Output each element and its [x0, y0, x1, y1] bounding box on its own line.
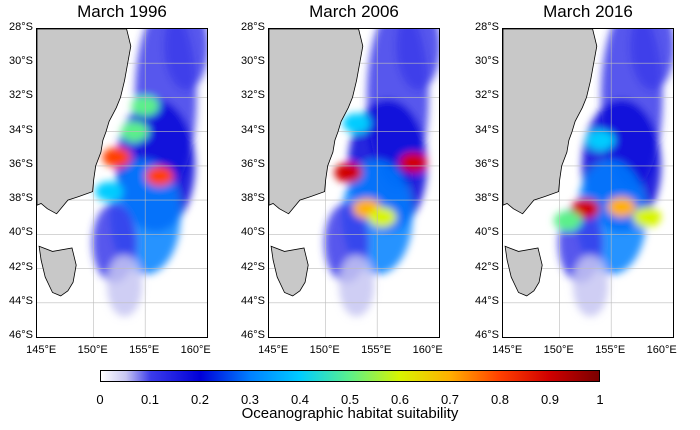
colorbar-tick-label: 0.4 [290, 392, 310, 407]
latitude-tick-label: 42°S [475, 260, 499, 273]
latitude-tick-label: 46°S [9, 329, 33, 341]
longitude-tick-label: 160°E [180, 344, 211, 356]
suitability-region [106, 254, 143, 317]
map-panel: March 2016 28°S 30°S 32°S 34°S 36°S 38°S 40°S 42… [466, 0, 698, 360]
suitability-hotspot [145, 166, 174, 187]
suitability-hotspot [342, 113, 371, 134]
latitude-tick-label: 40°S [9, 226, 33, 239]
latitude-tick-label: 40°S [475, 226, 499, 239]
latitude-tick-label: 34°S [475, 123, 499, 136]
latitude-tick-label: 40°S [241, 226, 265, 239]
colorbar-tick-label: 1 [596, 392, 604, 407]
panel-title: March 2016 [543, 2, 633, 21]
suitability-hotspot [633, 207, 662, 228]
colorbar-tick-label: 0.3 [240, 392, 260, 407]
latitude-tick-label: 32°S [9, 89, 33, 102]
latitude-tick-label: 42°S [241, 260, 265, 273]
suitability-hotspot [399, 152, 428, 173]
colorbar-tick-label: 0 [96, 392, 104, 407]
latitude-tick-label: 46°S [241, 329, 265, 341]
longitude-tick-label: 155°E [129, 344, 160, 356]
latitude-tick-label: 30°S [475, 55, 499, 68]
habitat-map [36, 28, 208, 338]
longitude-tick-label: 155°E [361, 344, 392, 356]
suitability-region [630, 29, 673, 91]
latitude-tick-label: 38°S [241, 192, 265, 205]
latitude-tick-label: 28°S [9, 21, 33, 33]
longitude-tick-label: 160°E [412, 344, 443, 356]
map-canvas [269, 29, 439, 337]
mainland-land [37, 29, 132, 215]
longitude-tick-label: 145°E [492, 344, 523, 356]
suitability-region [396, 29, 439, 91]
suitability-hotspot [553, 210, 582, 231]
latitude-tick-label: 36°S [241, 157, 265, 170]
map-panel: March 2006 28°S 30°S 32°S 34°S 36°S 38°S 40°S 42… [232, 0, 464, 360]
colorbar-tick-label: 0.9 [540, 392, 560, 407]
tasmania-land [504, 245, 543, 297]
latitude-tick-label: 32°S [475, 89, 499, 102]
habitat-map [268, 28, 440, 338]
suitability-hotspot [334, 162, 363, 183]
latitude-tick-label: 42°S [9, 260, 33, 273]
latitude-tick-label: 44°S [241, 294, 265, 307]
map-canvas [37, 29, 207, 337]
latitude-tick-label: 46°S [475, 329, 499, 341]
tasmania-land [38, 245, 77, 297]
latitude-tick-label: 36°S [9, 157, 33, 170]
map-panel: March 1996 28°S 30°S 32°S 34°S 36°S 38°S 40°S 42… [0, 0, 232, 360]
colorbar-tick-label: 0.8 [490, 392, 510, 407]
latitude-tick-label: 36°S [475, 157, 499, 170]
suitability-hotspot [95, 181, 124, 202]
longitude-tick-label: 150°E [309, 344, 340, 356]
colorbar-tick-label: 0.7 [440, 392, 460, 407]
suitability-region [338, 254, 375, 317]
suitability-hotspot [586, 130, 615, 151]
longitude-tick-label: 150°E [543, 344, 574, 356]
colorbar-tick-label: 0.5 [340, 392, 360, 407]
latitude-tick-label: 34°S [241, 123, 265, 136]
suitability-hotspot [102, 147, 131, 168]
latitude-tick-label: 34°S [9, 123, 33, 136]
mainland-land [269, 29, 364, 215]
map-canvas [503, 29, 673, 337]
longitude-tick-label: 145°E [26, 344, 57, 356]
longitude-tick-label: 145°E [258, 344, 289, 356]
suitability-hotspot [571, 198, 600, 219]
latitude-tick-label: 30°S [241, 55, 265, 68]
latitude-tick-label: 44°S [475, 294, 499, 307]
latitude-tick-label: 38°S [475, 192, 499, 205]
suitability-hotspot [607, 196, 636, 217]
suitability-region [572, 254, 609, 317]
latitude-tick-label: 30°S [9, 55, 33, 68]
latitude-tick-label: 38°S [9, 192, 33, 205]
longitude-tick-label: 160°E [646, 344, 677, 356]
tasmania-land [270, 245, 309, 297]
latitude-tick-label: 28°S [241, 21, 265, 33]
panel-title: March 2006 [309, 2, 399, 21]
latitude-tick-label: 28°S [475, 21, 499, 33]
colorbar-tick-label: 0.2 [190, 392, 210, 407]
suitability-hotspot [368, 207, 397, 228]
mainland-land [503, 29, 598, 215]
suitability-region [164, 29, 207, 91]
colorbar-tick-label: 0.1 [140, 392, 160, 407]
colorbar-gradient [100, 370, 600, 382]
colorbar-label: Oceanographic habitat suitability [241, 405, 459, 422]
longitude-tick-label: 155°E [595, 344, 626, 356]
panel-title: March 1996 [77, 2, 167, 21]
habitat-map [502, 28, 674, 338]
latitude-tick-label: 32°S [241, 89, 265, 102]
colorbar [100, 370, 600, 382]
longitude-tick-label: 150°E [77, 344, 108, 356]
suitability-field [92, 29, 207, 317]
colorbar-tick-label: 0.6 [390, 392, 410, 407]
latitude-tick-label: 44°S [9, 294, 33, 307]
